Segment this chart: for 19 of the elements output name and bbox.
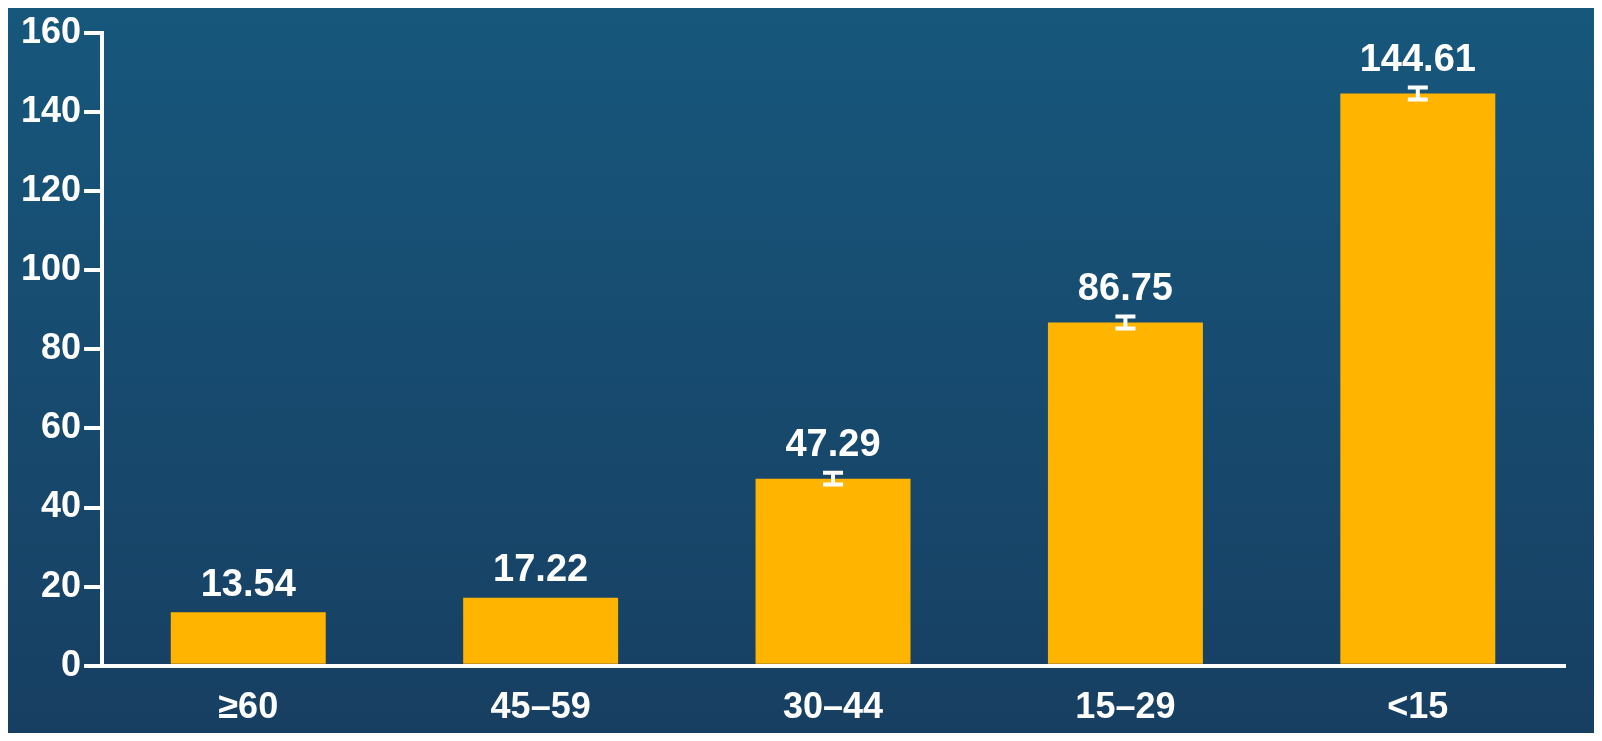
x-tick-label: ≥60 bbox=[218, 685, 279, 727]
y-tick-label: 160 bbox=[20, 9, 82, 51]
y-tick-label: 80 bbox=[41, 326, 82, 368]
y-tick-label: 20 bbox=[41, 563, 82, 605]
y-tick-label: 60 bbox=[41, 405, 82, 447]
data-label: 17.22 bbox=[493, 547, 589, 590]
x-tick-label: 30–44 bbox=[782, 685, 884, 727]
y-tick-label: 40 bbox=[41, 484, 82, 526]
x-tick-label: 15–29 bbox=[1075, 685, 1176, 727]
y-tick-label: 100 bbox=[20, 246, 82, 288]
data-label: 144.61 bbox=[1359, 37, 1476, 80]
y-tick-label: 140 bbox=[20, 88, 82, 130]
x-tick-label: <15 bbox=[1387, 685, 1449, 727]
data-label: 47.29 bbox=[785, 422, 881, 465]
y-tick-label: 120 bbox=[20, 167, 82, 209]
data-label: 13.54 bbox=[200, 561, 296, 604]
y-tick-label: 0 bbox=[61, 642, 82, 684]
data-label: 86.75 bbox=[1077, 266, 1173, 309]
x-tick-label: 45–59 bbox=[490, 685, 591, 727]
